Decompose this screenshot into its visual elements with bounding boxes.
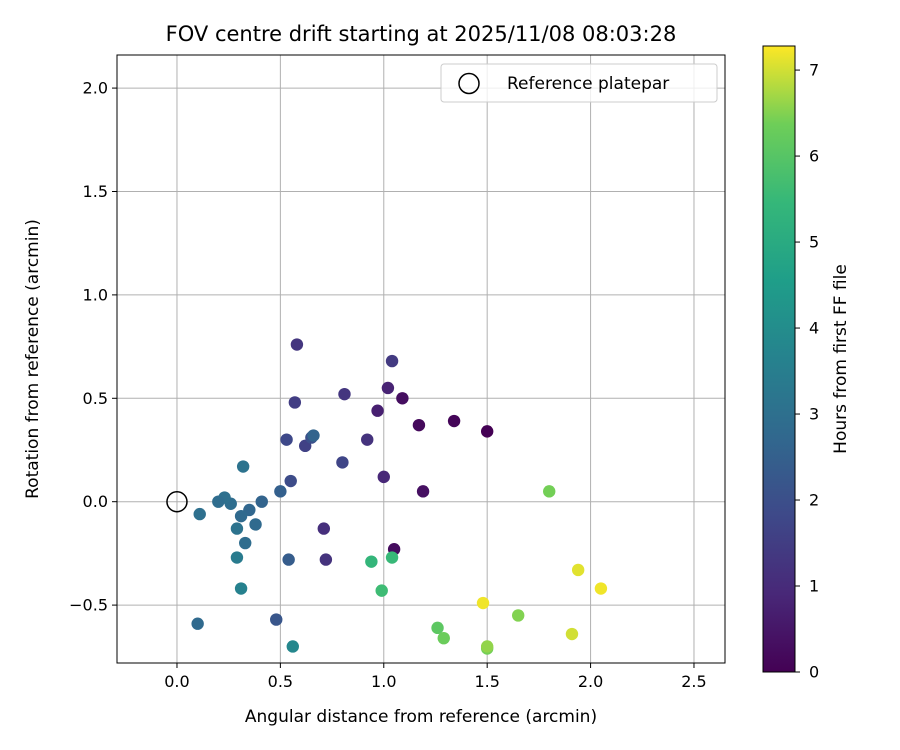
data-point (236, 460, 250, 473)
data-point (249, 518, 262, 531)
colorbar-tick-label: 5 (809, 233, 819, 252)
data-point (338, 387, 351, 401)
data-point (234, 509, 248, 523)
data-point (336, 456, 349, 469)
chart-title: FOV centre drift starting at 2025/11/08 … (166, 22, 677, 46)
y-tick-label: 1.5 (83, 182, 108, 201)
data-point (230, 522, 244, 535)
legend-label: Reference platepar (507, 74, 669, 94)
y-tick-label: −0.5 (69, 596, 108, 615)
colorbar-tick-label: 7 (809, 61, 819, 80)
x-tick-label: 0.5 (268, 672, 293, 691)
data-point (412, 418, 426, 432)
colorbar-tick-label: 4 (809, 319, 819, 338)
data-point (290, 338, 304, 351)
legend-marker (458, 72, 480, 95)
colorbar-tick-label: 2 (809, 491, 819, 510)
data-point (543, 485, 556, 498)
data-point (255, 495, 268, 508)
legend-box (440, 63, 718, 103)
data-point (385, 551, 399, 564)
data-point (396, 392, 409, 405)
grid (117, 55, 725, 663)
data-point (437, 631, 450, 645)
y-tick-label: 1.0 (83, 285, 108, 304)
data-point (571, 563, 585, 577)
legend: Reference platepar (440, 63, 718, 103)
x-tick-label: 1.0 (371, 672, 396, 691)
data-point (191, 617, 204, 630)
colorbar-gradient (762, 45, 796, 673)
data-point (230, 551, 244, 564)
x-tick-label: 2.0 (578, 672, 603, 691)
colorbar-tick-label: 1 (809, 577, 819, 596)
data-point (565, 627, 579, 641)
data-point (431, 621, 444, 635)
data-point (234, 582, 248, 595)
colorbar-tick-label: 6 (809, 147, 819, 166)
x-tick-label: 0.0 (164, 672, 189, 691)
x-tick-label: 1.5 (474, 672, 499, 691)
data-point (239, 536, 252, 550)
axis-ticks: 0.0 0.5 1.0 1.5 2.0 2.5 −0.5 0.0 0.5 1.0 1.5 2.0 (69, 79, 707, 691)
data-point (286, 640, 299, 653)
data-point (385, 354, 399, 368)
data-point (307, 429, 320, 442)
colorbar-label: Hours from first FF file (831, 264, 851, 454)
data-point (274, 485, 287, 498)
data-point (447, 414, 461, 428)
x-tick-label: 2.5 (681, 672, 706, 691)
y-tick-label: 2.0 (83, 79, 108, 98)
data-point (416, 485, 430, 498)
data-point (375, 584, 388, 597)
y-tick-label: 0.5 (83, 389, 108, 408)
data-point (371, 404, 384, 417)
colorbar: 0 1 2 3 4 5 6 7 Hours from first FF file (762, 45, 851, 682)
colorbar-ticks: 0 1 2 3 4 5 6 7 (795, 61, 819, 682)
data-point (594, 582, 608, 595)
data-point (319, 553, 333, 566)
data-point (377, 470, 390, 484)
data-point (476, 596, 490, 610)
data-point (282, 553, 295, 566)
reference-marker (166, 490, 188, 513)
data-point (284, 474, 297, 488)
data-point (317, 522, 331, 535)
x-axis-label: Angular distance from reference (arcmin) (245, 707, 597, 727)
data-point (480, 425, 494, 438)
plot-frame (116, 54, 726, 664)
data-point (270, 613, 283, 626)
y-tick-label: 0.0 (83, 492, 108, 511)
data-point (212, 495, 225, 508)
scatter-points (191, 338, 608, 655)
data-point (288, 396, 302, 409)
colorbar-tick-label: 0 (809, 663, 819, 682)
data-point (365, 555, 378, 568)
y-axis-label: Rotation from reference (arcmin) (23, 219, 43, 499)
data-point (361, 433, 374, 446)
data-point (511, 609, 525, 622)
data-point (480, 640, 494, 653)
data-point (193, 507, 206, 521)
colorbar-tick-label: 3 (809, 405, 819, 424)
data-point (280, 433, 293, 446)
data-point (381, 381, 395, 395)
